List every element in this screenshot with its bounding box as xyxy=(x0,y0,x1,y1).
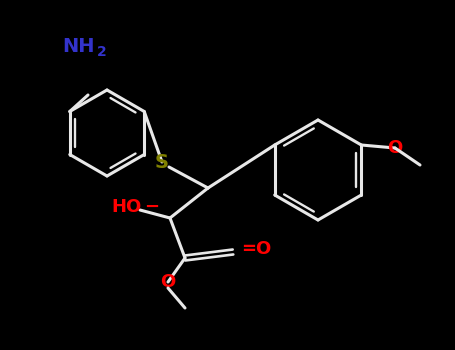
Text: −: − xyxy=(144,198,159,216)
Text: HO: HO xyxy=(112,198,142,216)
Text: S: S xyxy=(155,153,169,172)
Text: NH: NH xyxy=(62,37,95,56)
Text: 2: 2 xyxy=(97,45,107,59)
Text: O: O xyxy=(387,139,403,157)
Text: O: O xyxy=(160,273,176,291)
Text: =O: =O xyxy=(241,240,271,258)
